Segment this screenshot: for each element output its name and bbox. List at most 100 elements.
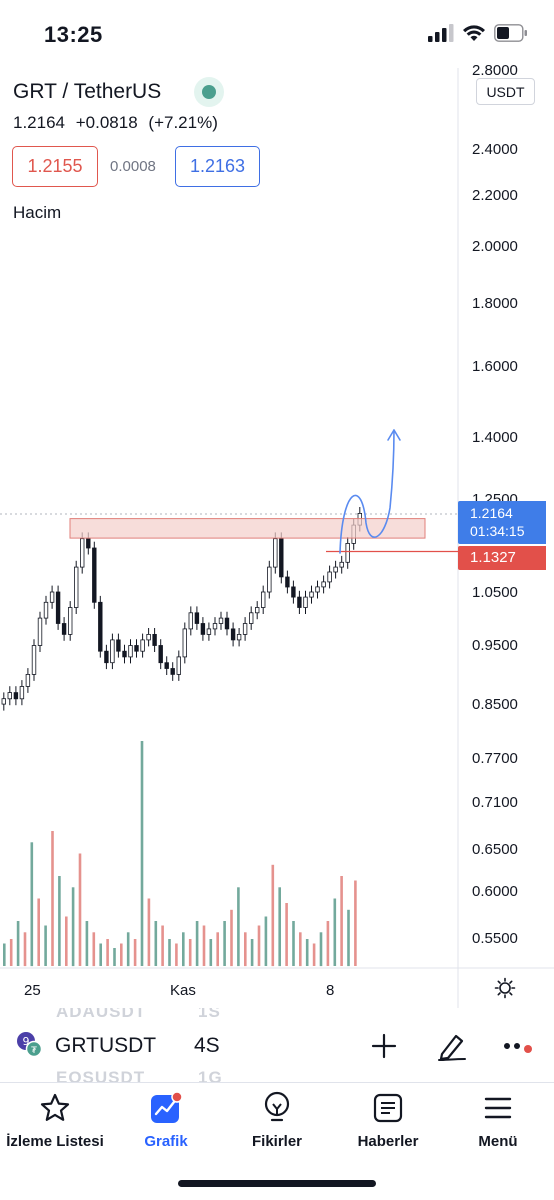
- price-axis-label: 1.8000: [472, 295, 518, 312]
- candle-body: [303, 596, 308, 608]
- projection-arrowhead: [387, 429, 401, 441]
- symbol-bar[interactable]: ADAUSDT 1S 9 ₮ GRTUSDT 4S EOSUSDT 1G: [0, 1008, 554, 1082]
- candle-body: [339, 561, 344, 568]
- candle-body: [74, 566, 79, 608]
- time-axis-label: 8: [326, 982, 335, 999]
- chart-settings-icon[interactable]: [494, 977, 516, 999]
- candle-body: [158, 645, 163, 664]
- chart-area[interactable]: GRT / TetherUS 1.2164 +0.0818 (+7.21%) 1…: [0, 62, 554, 1008]
- price-axis-label: 0.9500: [472, 637, 518, 654]
- next-symbol-interval: 1G: [198, 1068, 223, 1082]
- volume-axis-label: 0.6000: [472, 883, 518, 900]
- current-price-value: 1.2164: [470, 505, 513, 521]
- candle-body: [200, 623, 206, 635]
- volume-indicator-label[interactable]: Hacim: [13, 203, 62, 222]
- volume-axis-label: 0.6500: [472, 841, 518, 858]
- candle-body: [43, 601, 49, 619]
- candle-body: [86, 538, 91, 549]
- candle-body: [140, 639, 145, 652]
- candle-body: [333, 566, 338, 573]
- nav-menu[interactable]: Menü: [443, 1091, 553, 1150]
- price-change: +0.0818: [75, 113, 138, 132]
- time-axis-label: 25: [24, 982, 41, 999]
- candle-body: [267, 566, 272, 593]
- nav-menu-label: Menü: [478, 1133, 518, 1150]
- candle-body: [321, 581, 326, 588]
- plus-icon: [371, 1033, 397, 1059]
- volume-bar: [216, 932, 219, 967]
- buy-button[interactable]: 1.2163: [175, 146, 260, 187]
- symbol-logo-icon: 9 ₮: [17, 1032, 43, 1058]
- candle-body: [1, 698, 6, 705]
- candle-body: [146, 634, 151, 641]
- volume-bar: [85, 921, 89, 966]
- candle-body: [122, 650, 127, 658]
- previous-symbol-interval: 1S: [198, 1008, 221, 1021]
- volume-bar: [305, 939, 309, 966]
- nav-news[interactable]: Haberler: [333, 1091, 443, 1150]
- volume-bar: [250, 939, 254, 966]
- volume-bar: [299, 932, 302, 967]
- volume-bar: [292, 921, 295, 966]
- more-button[interactable]: [500, 1028, 536, 1064]
- volume-bar: [9, 939, 13, 966]
- resistance-zone[interactable]: [69, 518, 426, 539]
- price-change-percent: (+7.21%): [148, 113, 218, 132]
- volume-bar: [133, 939, 137, 966]
- candle-body: [170, 668, 175, 675]
- nav-chart-label: Grafik: [144, 1133, 188, 1150]
- symbol-title[interactable]: GRT / TetherUS: [13, 80, 162, 103]
- nav-watchlist[interactable]: İzleme Listesi: [0, 1091, 110, 1150]
- volume-bar: [182, 932, 185, 967]
- currency-badge[interactable]: USDT: [476, 78, 535, 105]
- candle-body: [230, 628, 236, 641]
- add-indicator-button[interactable]: [366, 1028, 402, 1064]
- home-indicator: [178, 1180, 376, 1187]
- volume-axis-label: 0.5500: [472, 930, 518, 947]
- price-axis-label: 2.8000: [472, 62, 518, 79]
- volume-bar: [202, 925, 206, 966]
- candle-body: [188, 612, 193, 630]
- lightbulb-icon: [264, 1091, 290, 1122]
- volume-bar: [333, 898, 337, 966]
- nav-chart[interactable]: Grafik: [111, 1091, 221, 1150]
- volume-bar: [209, 939, 213, 966]
- price-chart[interactable]: [0, 68, 554, 1008]
- price-axis-label: 1.4000: [472, 429, 518, 446]
- projection-path[interactable]: [339, 429, 395, 554]
- candle-body: [164, 662, 169, 669]
- star-icon: [40, 1093, 70, 1121]
- volume-bar: [264, 916, 268, 966]
- symbol-name[interactable]: GRTUSDT: [55, 1034, 157, 1057]
- sell-button[interactable]: 1.2155: [12, 146, 98, 187]
- volume-bar: [147, 898, 151, 966]
- drawing-tools-button[interactable]: [434, 1028, 470, 1064]
- candle-body: [19, 686, 25, 700]
- interval-selector[interactable]: 4S: [194, 1034, 220, 1057]
- candle-body: [37, 617, 43, 646]
- volume-bar: [78, 853, 82, 966]
- price-axis-label: 1.0500: [472, 584, 518, 601]
- volume-bar: [16, 921, 20, 966]
- volume-bar: [278, 887, 281, 967]
- volume-bar: [161, 925, 164, 966]
- candle-body: [273, 538, 278, 568]
- candle-body: [254, 607, 260, 614]
- candle-body: [104, 650, 109, 664]
- nav-ideas[interactable]: Fikirler: [222, 1091, 332, 1150]
- candle-body: [327, 571, 332, 583]
- candle-body: [13, 692, 19, 700]
- volume-bar: [3, 943, 6, 966]
- candle-body: [128, 645, 133, 658]
- chart-icon: [151, 1091, 183, 1123]
- candle-body: [110, 639, 115, 664]
- candle-body: [49, 591, 55, 603]
- volume-bar: [37, 898, 40, 966]
- volume-bar: [30, 842, 34, 967]
- battery-icon: [494, 24, 527, 42]
- volume-bar: [113, 948, 116, 966]
- volume-bar: [58, 876, 61, 966]
- price-axis-label: 1.6000: [472, 358, 518, 375]
- volume-bar: [195, 921, 199, 966]
- volume-bar: [237, 887, 240, 967]
